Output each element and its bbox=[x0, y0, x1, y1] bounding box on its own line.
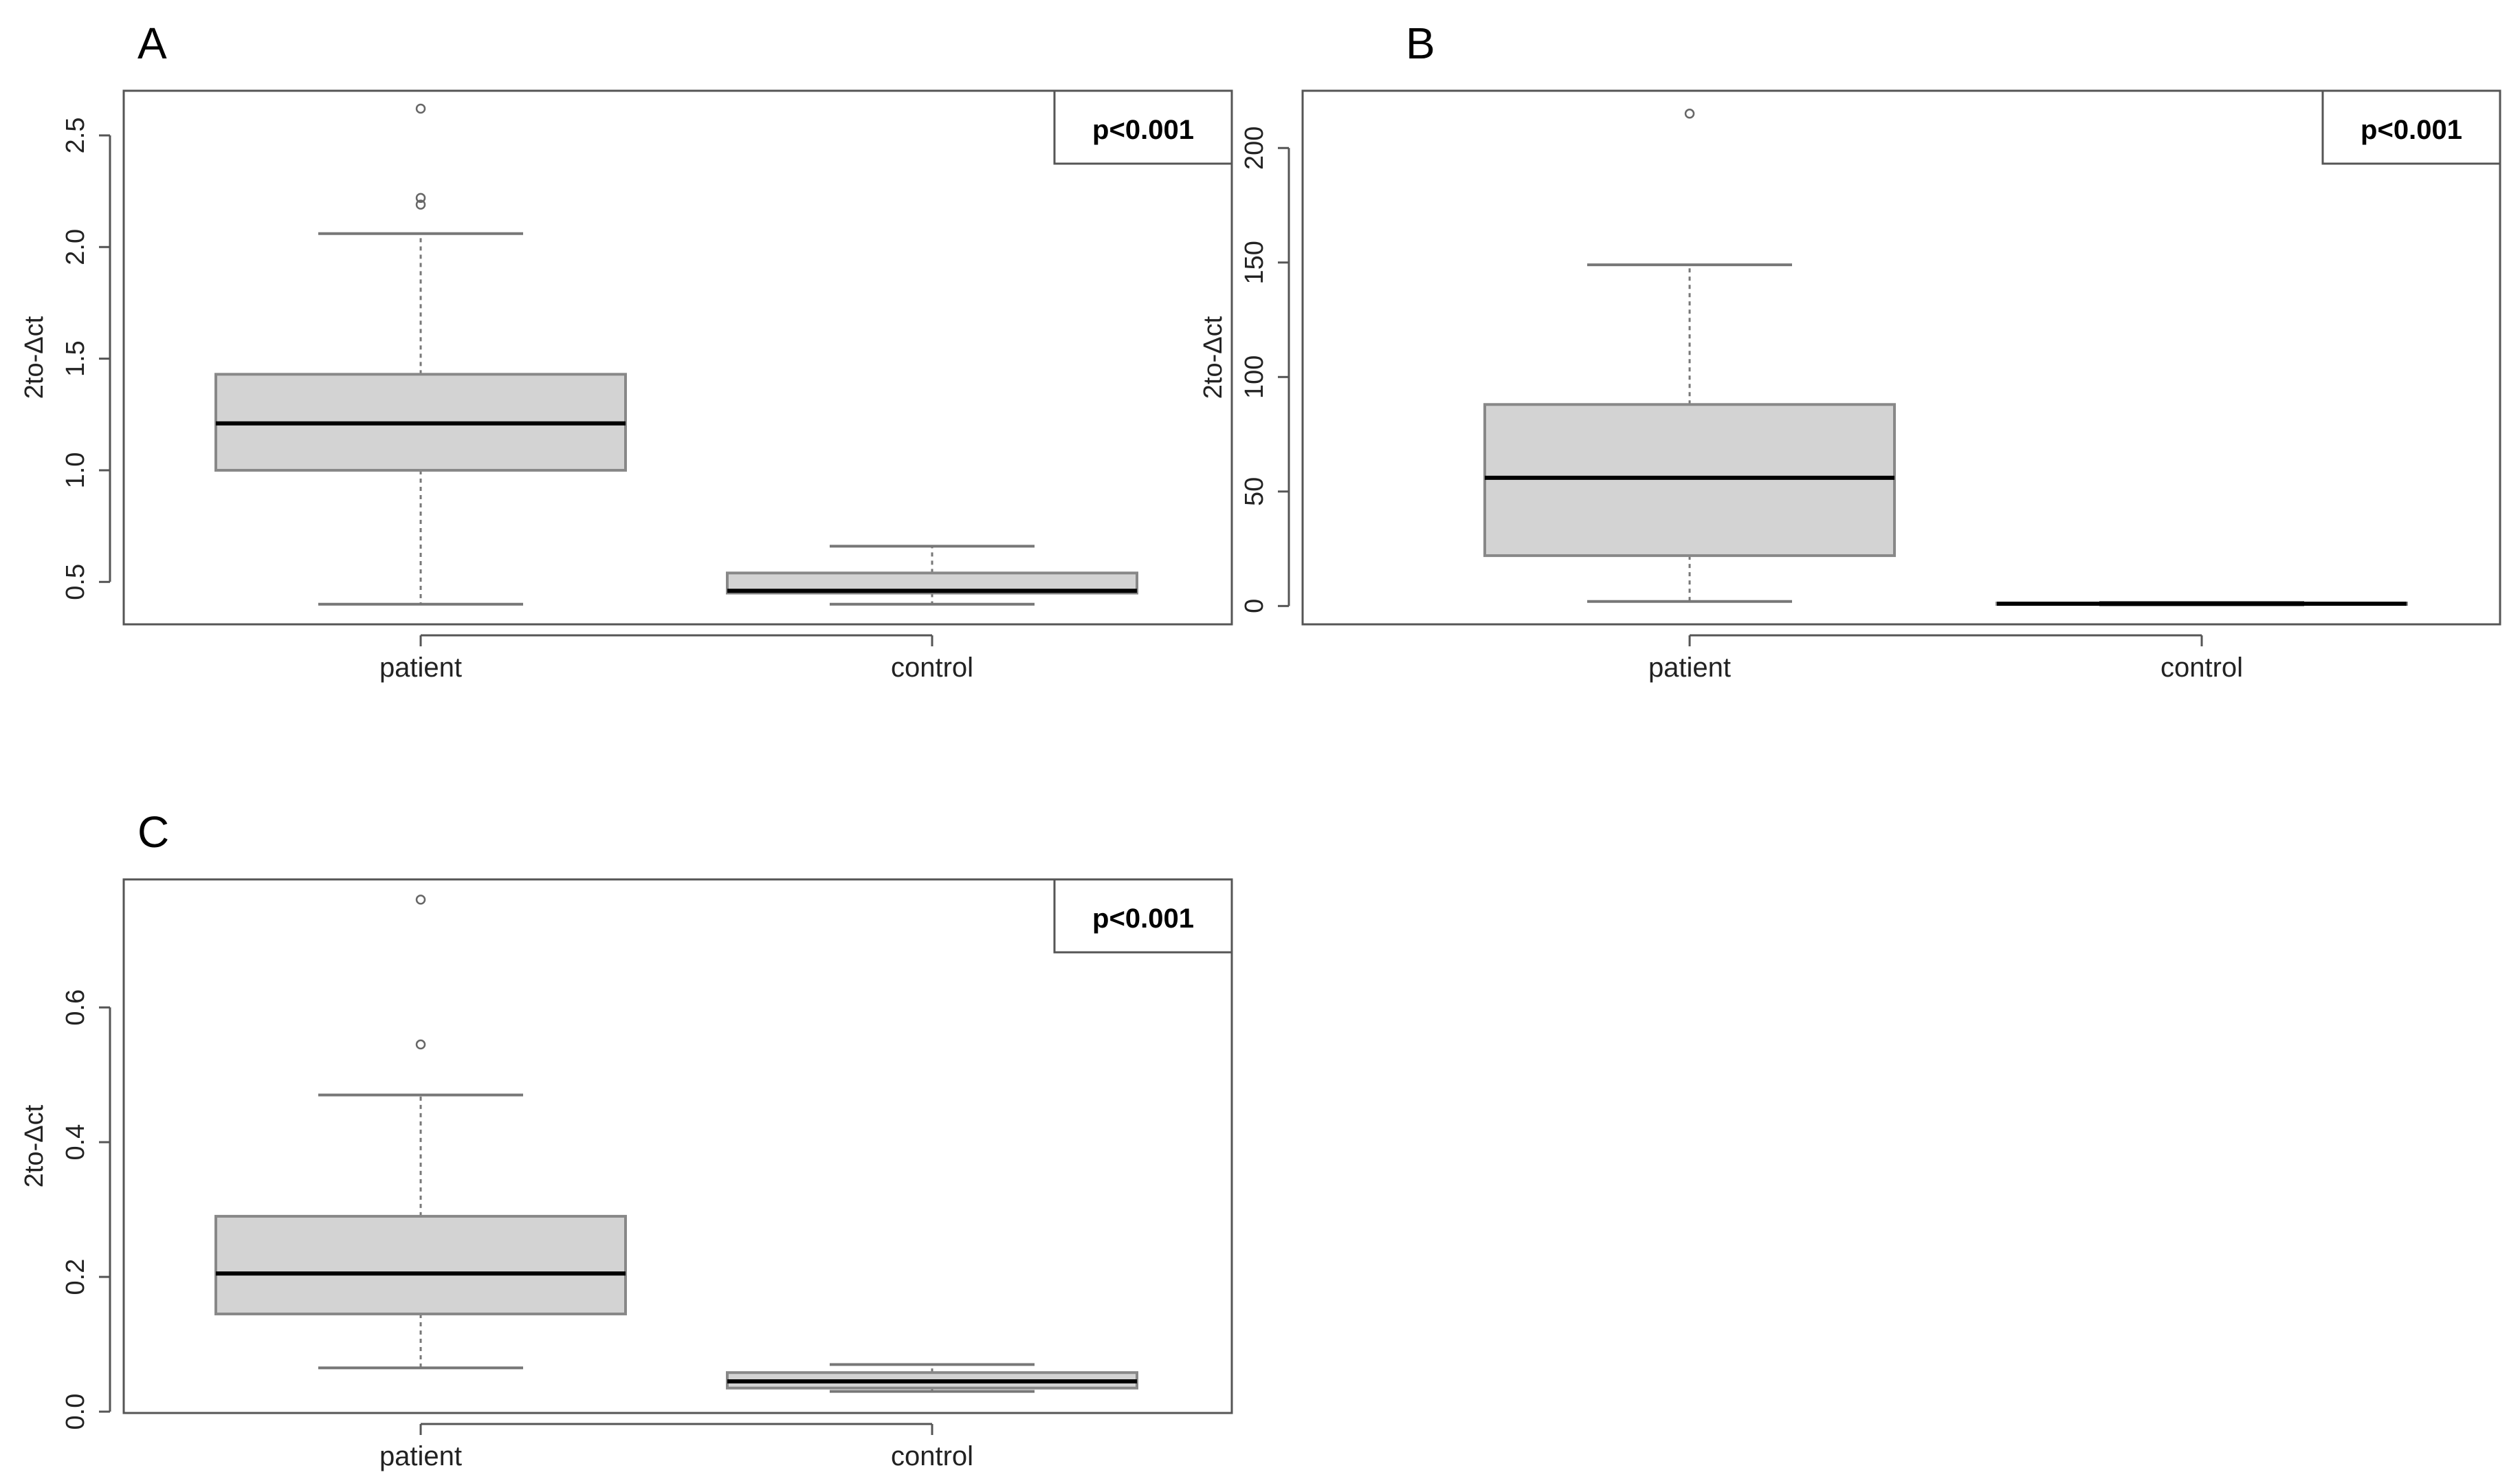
box-patient bbox=[1483, 109, 1896, 603]
panel-letter: C bbox=[137, 807, 169, 857]
box-patient bbox=[214, 895, 627, 1370]
y-axis-label: 2to-Δct bbox=[20, 316, 49, 399]
outlier-point bbox=[415, 1039, 426, 1050]
y-tick-label: 2.5 bbox=[61, 118, 90, 154]
p-value-box bbox=[2321, 91, 2500, 165]
x-category-label: control bbox=[891, 653, 973, 683]
x-category-label: patient bbox=[1648, 653, 1731, 683]
y-tick-label: 0.2 bbox=[61, 1259, 90, 1295]
plot-frame bbox=[122, 89, 1233, 626]
p-value-label: p<0.001 bbox=[2361, 115, 2462, 145]
panel-a: Ap<0.001 0.5 1.0 1.5 2.0 2.5 2to-Δct patient con… bbox=[20, 19, 1233, 683]
outlier-point bbox=[415, 193, 426, 204]
plot-frame bbox=[1301, 89, 2501, 626]
box-control bbox=[726, 1363, 1138, 1393]
panel-letter: A bbox=[137, 19, 167, 68]
outlier-point bbox=[415, 895, 426, 905]
y-tick-label: 0.0 bbox=[61, 1394, 90, 1430]
x-category-label: patient bbox=[379, 653, 462, 683]
y-tick-label: 50 bbox=[1240, 477, 1269, 506]
outlier-point bbox=[415, 103, 426, 114]
y-tick-label: 100 bbox=[1240, 355, 1269, 399]
y-tick-label: 1.5 bbox=[61, 340, 90, 377]
x-category-label: control bbox=[2160, 653, 2243, 683]
y-tick-label: 2.0 bbox=[61, 229, 90, 265]
panel-c: Cp<0.001 0.0 0.2 0.4 0.6 2to-Δct patient contro… bbox=[20, 807, 1233, 1471]
y-tick-label: 0.6 bbox=[61, 989, 90, 1026]
outlier-point bbox=[415, 199, 426, 210]
outlier-point bbox=[1684, 109, 1695, 119]
iqr-box bbox=[214, 1214, 627, 1315]
y-tick-label: 0 bbox=[1240, 599, 1269, 613]
x-category-label: control bbox=[891, 1441, 973, 1471]
x-category-label: patient bbox=[379, 1441, 462, 1471]
box-control bbox=[726, 545, 1138, 606]
p-value-label: p<0.001 bbox=[1092, 903, 1194, 934]
box-control bbox=[1996, 601, 2408, 606]
y-tick-label: 1.0 bbox=[61, 452, 90, 489]
y-tick-label: 200 bbox=[1240, 127, 1269, 170]
panel-letter: B bbox=[1406, 19, 1435, 68]
box-patient bbox=[214, 103, 627, 606]
p-value-box bbox=[1053, 91, 1232, 165]
y-axis-label: 2to-Δct bbox=[1199, 316, 1228, 399]
panel-b: Bp<0.001 0 50 100 150 200 2to-Δct patient contro… bbox=[1199, 19, 2501, 683]
plot-frame bbox=[122, 878, 1233, 1414]
iqr-box bbox=[1483, 403, 1896, 558]
y-tick-label: 150 bbox=[1240, 241, 1269, 284]
y-tick-label: 0.5 bbox=[61, 564, 90, 600]
p-value-box bbox=[1053, 879, 1232, 954]
y-axis-label: 2to-Δct bbox=[20, 1104, 49, 1187]
y-tick-label: 0.4 bbox=[61, 1124, 90, 1161]
p-value-label: p<0.001 bbox=[1092, 115, 1194, 145]
